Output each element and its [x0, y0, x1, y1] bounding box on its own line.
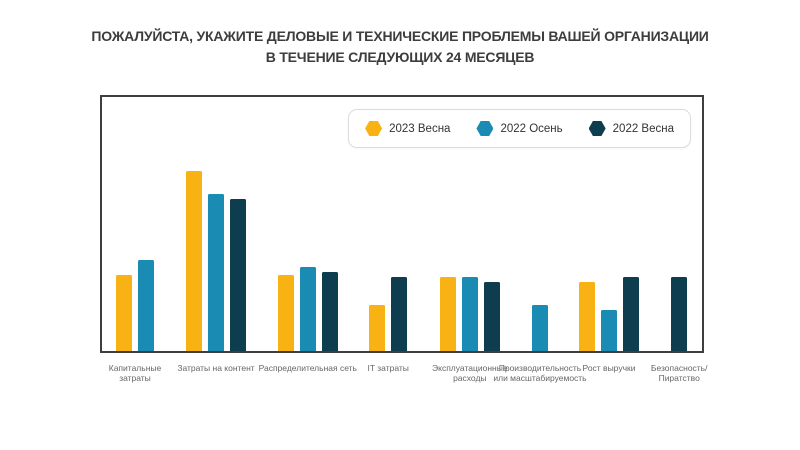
legend-label: 2022 Осень [500, 122, 563, 135]
bar [439, 277, 456, 351]
chart-title-line1: ПОЖАЛУЙСТА, УКАЖИТЕ ДЕЛОВЫЕ И ТЕХНИЧЕСКИ… [91, 28, 709, 44]
category-label: Затраты на контент [177, 363, 255, 373]
legend-item-2022-osen: 2022 Осень [476, 121, 563, 136]
bar [138, 259, 154, 351]
bar-group-7 [579, 97, 639, 351]
bar [532, 305, 548, 351]
category-label: Эксплуатационные расходы [432, 363, 508, 383]
bar-group-4 [369, 97, 408, 351]
bar-group-1 [116, 97, 154, 351]
legend-item-2022-vesna: 2022 Весна [588, 121, 674, 136]
chart-title: ПОЖАЛУЙСТА, УКАЖИТЕ ДЕЛОВЫЕ И ТЕХНИЧЕСКИ… [0, 26, 800, 68]
bar [601, 310, 617, 351]
chart-title-line2: В ТЕЧЕНИЕ СЛЕДУЮЩИХ 24 МЕСЯЦЕВ [265, 49, 535, 65]
hexagon-swatch-icon [588, 121, 606, 136]
bar [461, 277, 478, 351]
hexagon-swatch-icon [476, 121, 494, 136]
bar [277, 274, 294, 351]
bar [321, 272, 338, 351]
legend-label: 2022 Весна [612, 122, 674, 135]
bar-group-5 [439, 97, 500, 351]
bar [623, 277, 639, 351]
bar [671, 277, 688, 351]
category-label: Капитальные затраты [108, 363, 162, 383]
bar-group-8 [671, 97, 688, 351]
category-label: IT затраты [367, 363, 409, 373]
category-label: Производительность или масштабируемость [493, 363, 587, 383]
category-label: Распределительная сеть [258, 363, 357, 373]
bar-group-2 [186, 97, 246, 351]
bar-group-3 [277, 97, 338, 351]
category-label: Рост выручки [582, 363, 636, 373]
bar [230, 198, 246, 351]
bar [483, 282, 500, 351]
chart-panel: 2023 Весна 2022 Осень 2022 Весна [100, 95, 704, 353]
bar [208, 193, 224, 351]
plot-area [102, 97, 702, 351]
hexagon-swatch-icon [365, 121, 383, 136]
bar [369, 305, 386, 351]
chart-legend: 2023 Весна 2022 Осень 2022 Весна [348, 109, 691, 148]
x-axis-labels: Капитальные затраты Затраты на контент Расп… [102, 363, 708, 393]
bar [186, 170, 202, 351]
bar [299, 267, 316, 351]
legend-label: 2023 Весна [389, 122, 451, 135]
bar [116, 274, 132, 351]
legend-item-2023-vesna: 2023 Весна [365, 121, 450, 136]
bar [391, 277, 408, 351]
category-label: Безопасность/Пиратство [650, 363, 708, 383]
bar-group-6 [532, 97, 548, 351]
bar [579, 282, 595, 351]
